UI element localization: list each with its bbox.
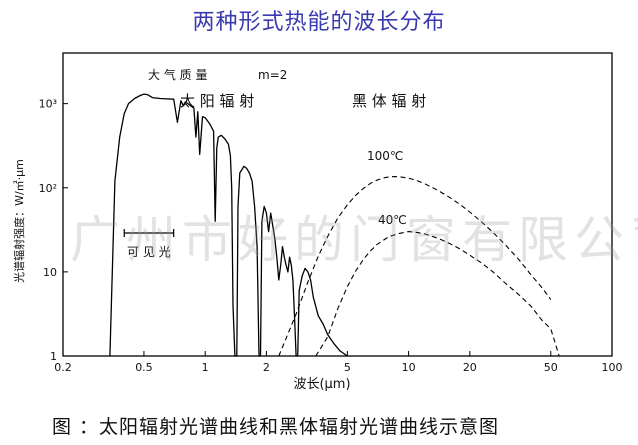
blackbody-radiation-label: 黑 体 辐 射 <box>352 92 426 110</box>
solar-radiation-label: 太 阳 辐 射 <box>180 92 254 110</box>
y-tick-label: 10³ <box>39 98 57 111</box>
air-mass-value: m=2 <box>258 68 287 82</box>
x-axis-label: 波长(μm) <box>293 377 350 392</box>
plot-frame <box>62 52 613 357</box>
x-tick-label: 1 <box>202 361 209 374</box>
x-tick-label: 10 <box>402 361 416 374</box>
curve-label-40c: 40℃ <box>378 213 407 227</box>
x-tick-label: 2 <box>263 361 270 374</box>
series-line-solar <box>109 93 348 357</box>
air-mass-label: 大 气 质 量 <box>148 67 207 82</box>
page-title: 两种形式热能的波长分布 <box>192 10 446 35</box>
x-tick-label: 5 <box>344 361 351 374</box>
y-tick-label: 1 <box>50 350 57 363</box>
curve-label-100c: 100℃ <box>367 149 403 163</box>
x-tick-label: 0.2 <box>54 361 72 374</box>
watermark: 广州市好的门窗有限公司 <box>70 211 638 269</box>
x-tick-label: 50 <box>544 361 558 374</box>
series-line-bb40 <box>315 231 560 357</box>
y-tick-label: 10² <box>39 182 57 195</box>
figure-caption: 图 ：太阳辐射光谱曲线和黑体辐射光谱曲线示意图 <box>52 416 500 438</box>
y-tick-label: 10 <box>43 266 57 279</box>
visible-light-label: 可 见 光 <box>127 245 171 259</box>
x-tick-label: 20 <box>463 361 477 374</box>
x-tick-label: 100 <box>602 361 623 374</box>
x-tick-label: 0.5 <box>135 361 153 374</box>
series-line-bb100 <box>278 176 552 357</box>
